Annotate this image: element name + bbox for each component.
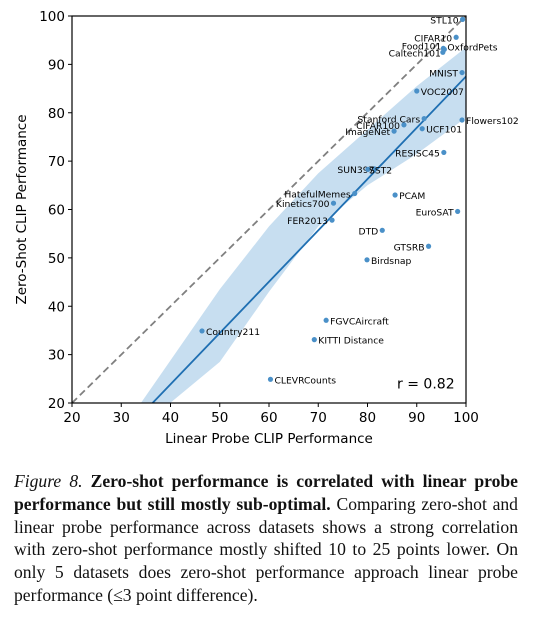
data-point-label: Country211 [206, 327, 260, 338]
x-tick-label: 70 [310, 410, 327, 426]
data-point [379, 227, 385, 233]
data-point [414, 88, 420, 94]
y-tick-label: 80 [48, 106, 65, 122]
data-point [425, 243, 432, 249]
data-point-label: DTD [359, 226, 379, 237]
caption-bold-text: Zero-shot performance is correlated with… [14, 471, 518, 514]
data-point [455, 208, 461, 215]
data-point-label: FER2013 [287, 216, 328, 227]
scatter-chart: STL10 CIFAR10 Food101 OxfordPets Caltech101 M… [14, 9, 519, 447]
data-point-label: KITTI Distance [318, 336, 384, 347]
regression-fit-line [151, 75, 466, 403]
data-point [311, 337, 317, 343]
data-point [401, 122, 407, 128]
data-point-label: ImageNet [345, 127, 390, 138]
data-point-label: CLEVRCounts [274, 375, 336, 386]
data-point-label: MNIST [429, 69, 458, 80]
data-point-label: Kinetics700 [276, 199, 330, 210]
x-tick-label: 100 [453, 410, 479, 426]
figure-caption: Figure 8. Zero-shot performance is corre… [14, 470, 518, 607]
axes-layer: 20 30 40 50 60 70 80 90 100 20 30 40 50 60 70 80 90 100 [39, 9, 479, 426]
data-point [419, 126, 425, 132]
caption-body-text: Comparing zero-shot and linear probe per… [14, 493, 518, 605]
data-point [459, 69, 465, 76]
data-point-label: UCF101 [426, 125, 462, 136]
data-point [391, 128, 397, 134]
data-point-label: VOC2007 [421, 87, 464, 98]
y-tick-label: 30 [48, 348, 65, 364]
caption-figure-label: Figure 8. [14, 471, 83, 491]
y-axis-label: Zero-Shot CLIP Performance [14, 114, 30, 304]
data-point [453, 34, 459, 40]
data-point [441, 149, 447, 156]
y-tick-label: 20 [48, 396, 65, 412]
y-tick-label: 70 [48, 154, 65, 170]
y-tick-label: 100 [39, 9, 65, 25]
identity-diagonal-line [72, 16, 466, 403]
data-point-label: Caltech101 [389, 48, 441, 59]
y-tick-label: 90 [48, 57, 65, 73]
data-point-label: Flowers102 [466, 116, 519, 127]
data-point-label: HatefulMemes [284, 190, 351, 201]
data-point-label: Food101 [402, 41, 442, 52]
data-point-label: SUN397 [337, 165, 374, 176]
x-tick-label: 80 [359, 410, 376, 426]
data-point-label: Stanford Cars [357, 115, 420, 126]
data-point-label: FGVCAircraft [330, 316, 389, 327]
data-point [421, 115, 427, 122]
data-point [392, 192, 398, 198]
data-point [323, 317, 329, 323]
x-tick-label: 50 [211, 410, 228, 426]
x-tick-label: 30 [113, 410, 130, 426]
data-point-label: SST2 [369, 165, 392, 176]
data-point [459, 117, 465, 123]
data-point [364, 257, 370, 263]
confidence-band [140, 47, 466, 403]
data-point-label: EuroSAT [416, 207, 454, 218]
data-point [371, 166, 377, 172]
data-point-label: CIFAR100 [356, 121, 400, 132]
y-tick-label: 40 [48, 299, 65, 315]
x-tick-label: 20 [63, 410, 80, 426]
data-point-label: GTSRB [394, 242, 425, 253]
data-point-label: OxfordPets [447, 42, 497, 53]
lines-layer [72, 16, 466, 403]
y-tick-label: 50 [48, 251, 65, 267]
data-point [440, 49, 446, 55]
y-tick-label: 60 [48, 203, 65, 219]
data-point [365, 166, 371, 172]
data-point-label: CIFAR10 [414, 33, 452, 44]
data-point [267, 376, 274, 382]
data-point [459, 16, 466, 22]
data-point-label: STL10 [430, 15, 458, 26]
x-tick-label: 60 [260, 410, 277, 426]
confidence-band-layer [140, 47, 466, 403]
data-point [199, 328, 205, 334]
data-point [330, 200, 337, 206]
x-axis-label: Linear Probe CLIP Performance [165, 431, 373, 447]
data-point-label: Birdsnap [371, 256, 412, 267]
data-point-label: PCAM [399, 191, 425, 202]
correlation-annotation: r = 0.82 [397, 376, 455, 392]
data-point [352, 190, 358, 197]
x-tick-label: 90 [408, 410, 425, 426]
data-point [329, 217, 335, 223]
x-tick-label: 40 [162, 410, 179, 426]
data-point-label: RESISC45 [395, 148, 440, 159]
